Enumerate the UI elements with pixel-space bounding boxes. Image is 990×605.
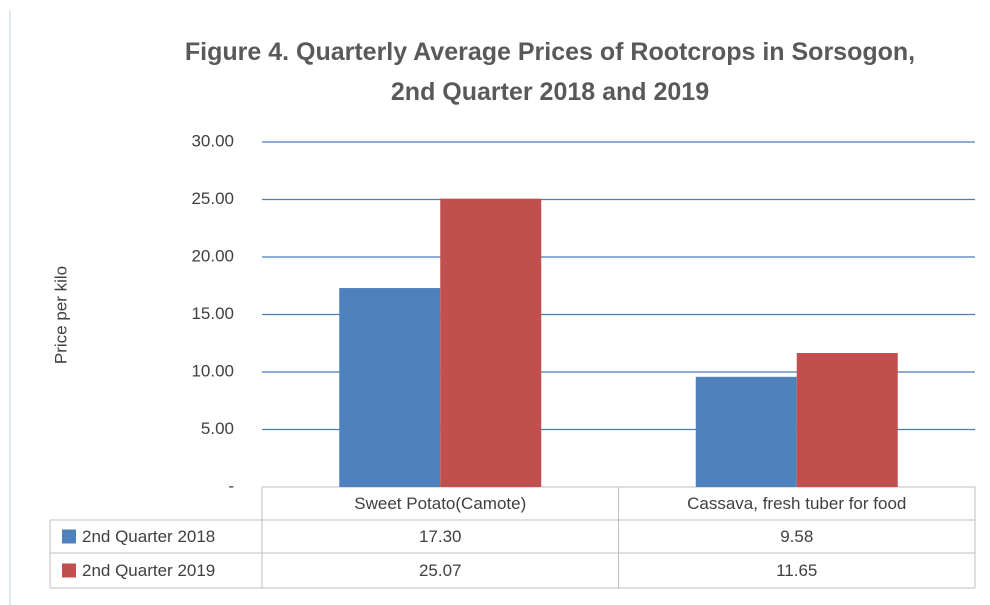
y-tick-label: 5.00 xyxy=(201,419,234,438)
bar xyxy=(695,376,797,487)
y-tick-label: 25.00 xyxy=(191,189,234,208)
y-tick-label: 30.00 xyxy=(191,131,234,150)
y-tick-label: 20.00 xyxy=(191,246,234,265)
data-table-value: 17.30 xyxy=(419,527,462,546)
y-tick-label: 10.00 xyxy=(191,361,234,380)
x-tick-label: Cassava, fresh tuber for food xyxy=(687,494,906,513)
legend-label: 2nd Quarter 2019 xyxy=(82,561,215,580)
bar xyxy=(339,288,441,487)
x-tick-label: Sweet Potato(Camote) xyxy=(354,494,526,513)
chart-title: Figure 4. Quarterly Average Prices of Ro… xyxy=(184,38,916,106)
y-tick-label: - xyxy=(228,476,234,495)
bar xyxy=(796,353,898,487)
legend-key xyxy=(62,529,76,544)
data-table-value: 25.07 xyxy=(419,561,462,580)
legend-label: 2nd Quarter 2018 xyxy=(82,527,215,546)
bar xyxy=(440,198,542,487)
data-table-value: 9.58 xyxy=(780,527,813,546)
data-table-value: 11.65 xyxy=(776,561,817,580)
y-tick-label: 15.00 xyxy=(191,304,234,323)
legend-key xyxy=(62,563,76,578)
y-axis-label: Price per kilo xyxy=(51,266,70,364)
